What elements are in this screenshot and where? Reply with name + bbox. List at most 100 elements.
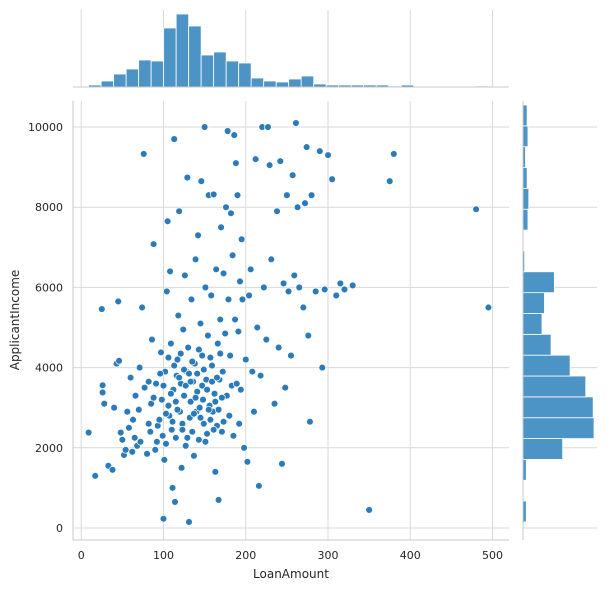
scatter-point [214, 339, 222, 348]
scatter-point [211, 468, 220, 476]
y-histogram-bar [522, 208, 529, 231]
scatter-point [385, 177, 394, 185]
scatter-point [484, 303, 493, 312]
scatter-point [135, 405, 143, 414]
scatter-point [235, 419, 243, 428]
scatter-point [181, 442, 190, 450]
scatter-point [233, 191, 242, 199]
x-histogram-bar [125, 68, 140, 88]
scatter-point [213, 373, 221, 382]
main-gridlines [73, 101, 509, 540]
scatter-point [201, 283, 210, 292]
scatter-point [164, 353, 173, 362]
scatter-point [163, 217, 172, 226]
scatter-point [348, 281, 357, 290]
x-histogram-bar [275, 81, 290, 88]
scatter-point [299, 303, 308, 312]
scatter-point [253, 323, 262, 332]
scatter-point [251, 155, 260, 163]
scatter-point [98, 381, 107, 389]
y-histogram-bar [522, 313, 543, 335]
scatter-point [159, 381, 168, 390]
x-tick-label: 100 [153, 549, 174, 562]
x-histogram-bar [113, 73, 127, 88]
scatter-point [143, 450, 151, 458]
scatter-point [180, 365, 188, 374]
x-tick-label: 500 [482, 549, 503, 562]
scatter-point [118, 436, 127, 444]
scatter-point [148, 335, 156, 344]
scatter-point [232, 379, 241, 388]
scatter-point [160, 456, 169, 464]
scatter-point [304, 331, 313, 340]
scatter-point [188, 357, 197, 366]
scatter-point [136, 438, 145, 446]
x-histogram-bar [150, 60, 165, 88]
scatter-point [172, 397, 180, 406]
right-marginal-histogram [522, 101, 597, 540]
x-histogram-bar [200, 54, 215, 88]
scatter-point [151, 446, 160, 454]
scatter-point [200, 123, 209, 131]
scatter-point [472, 205, 480, 213]
main-scatter-panel: 0 100 200 300 400 500 0 2000 4000 6000 8000 10000 [28, 101, 509, 562]
x-histogram-bar [188, 25, 202, 88]
scatter-point [197, 177, 206, 185]
scatter-point [214, 405, 223, 414]
scatter-point [227, 209, 235, 218]
y-histogram-bar [522, 187, 530, 210]
scatter-point [110, 403, 118, 412]
scatter-point [302, 143, 311, 151]
scatter-point [108, 466, 117, 474]
x-tick-label: 200 [235, 549, 256, 562]
scatter-point [242, 355, 250, 364]
scatter-point [191, 393, 200, 402]
scatter-point [187, 295, 196, 304]
scatter-point [184, 343, 192, 352]
y-axis-label: ApplicantIncome [8, 270, 22, 371]
scatter-point [140, 383, 149, 392]
y-histogram-bar [522, 125, 529, 148]
scatter-point [237, 235, 246, 244]
scatter-point [208, 361, 216, 370]
top-marginal-histogram [73, 10, 509, 88]
scatter-point [209, 190, 218, 199]
scatter-point [256, 371, 265, 380]
scatter-point [162, 440, 170, 448]
scatter-point [199, 395, 207, 404]
scatter-point [223, 127, 232, 135]
scatter-point [191, 255, 200, 264]
scatter-point [156, 369, 164, 378]
scatter-point [229, 432, 238, 440]
y-tick-label: 2000 [35, 442, 63, 455]
scatter-point [193, 369, 201, 378]
scatter-point [328, 175, 336, 183]
scatter-point [131, 391, 140, 400]
scatter-point [186, 397, 195, 406]
scatter-point [301, 199, 309, 207]
scatter-point [216, 315, 225, 324]
scatter-point [181, 381, 190, 390]
scatter-point [288, 171, 297, 179]
scatter-point [195, 345, 203, 354]
x-histogram-bar [213, 51, 227, 88]
y-tick-label: 0 [56, 522, 63, 535]
scatter-point [250, 407, 258, 416]
scatter-point [100, 399, 109, 408]
x-tick-labels: 0 100 200 300 400 500 [78, 549, 503, 562]
scatter-point [183, 434, 192, 442]
scatter-point [225, 411, 234, 420]
scatter-point [188, 428, 197, 436]
x-histogram-bar [250, 77, 265, 88]
scatter-point [126, 373, 135, 382]
x-histogram-bar [100, 80, 115, 88]
y-tick-label: 10000 [28, 121, 63, 134]
scatter-point [218, 367, 227, 376]
scatter-point [130, 434, 139, 442]
scatter-point [210, 389, 219, 398]
scatter-point [234, 327, 243, 336]
scatter-point [219, 269, 228, 278]
y-histogram-bar [522, 271, 555, 294]
scatter-point [180, 391, 188, 400]
scatter-point [186, 377, 195, 386]
